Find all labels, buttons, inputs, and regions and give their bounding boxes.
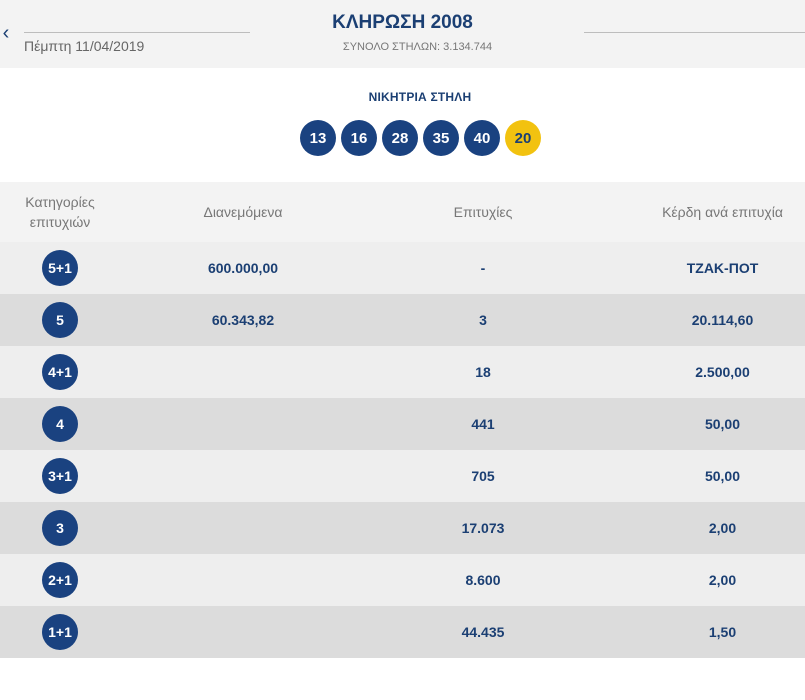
header-divider-right (584, 32, 805, 33)
category-badge: 4 (42, 406, 78, 442)
prize-cell: 50,00 (704, 468, 741, 484)
columns-total: ΣΥΝΟΛΟ ΣΤΗΛΩΝ: 3.134.744 (342, 41, 493, 53)
draw-date: Πέμπτη 11/04/2019 (24, 38, 145, 54)
distributed-cell: 60.343,82 (211, 312, 275, 328)
distributed-cell (163, 450, 323, 502)
header-divider-left (24, 32, 250, 33)
table-row: 4+1 18 2.500,00 (0, 346, 805, 398)
winning-number: 35 (423, 120, 459, 156)
distributed-cell (163, 606, 323, 658)
draw-title: ΚΛΗΡΩΣΗ 2008 (332, 12, 473, 33)
table-row: 5+1 600.000,00 - ΤΖΑΚ-ΠΟΤ (0, 242, 805, 294)
category-badge: 2+1 (42, 562, 78, 598)
prize-cell: 20.114,60 (691, 312, 754, 328)
header-prize: Κέρδη ανά επιτυχία (662, 204, 783, 220)
winning-number: 13 (300, 120, 336, 156)
winning-column-label: ΝΙΚΗΤΡΙΑ ΣΤΗΛΗ (368, 90, 472, 104)
table-row: 2+1 8.600 2,00 (0, 554, 805, 606)
prize-cell: 50,00 (704, 416, 741, 432)
category-badge: 4+1 (42, 354, 78, 390)
winning-number: 40 (464, 120, 500, 156)
category-badge: 5+1 (42, 250, 78, 286)
distributed-cell (163, 398, 323, 450)
header-winners: Επιτυχίες (453, 204, 513, 220)
chevron-left-icon[interactable]: ‹ (2, 22, 10, 44)
prize-cell: 2.500,00 (695, 364, 750, 380)
winners-cell: 8.600 (465, 572, 501, 588)
table-header: Κατηγορίες επιτυχιών Διανεμόμενα Επιτυχί… (0, 182, 805, 242)
table-row: 3 17.073 2,00 (0, 502, 805, 554)
results-table: 5+1 600.000,00 - ΤΖΑΚ-ΠΟΤ 5 60.343,82 3 … (0, 242, 805, 658)
table-row: 3+1 705 50,00 (0, 450, 805, 502)
winners-cell: 18 (475, 364, 491, 380)
distributed-cell: 600.000,00 (207, 260, 279, 276)
prize-cell: 1,50 (708, 624, 737, 640)
category-badge: 5 (42, 302, 78, 338)
draw-header: ‹ Πέμπτη 11/04/2019 ΚΛΗΡΩΣΗ 2008 ΣΥΝΟΛΟ … (0, 0, 805, 68)
distributed-cell (163, 554, 323, 606)
table-row: 4 441 50,00 (0, 398, 805, 450)
winning-number: 16 (341, 120, 377, 156)
winners-cell: 3 (479, 312, 487, 328)
winners-cell: - (480, 260, 486, 276)
winners-cell: 17.073 (461, 520, 505, 536)
prize-cell: 2,00 (708, 572, 737, 588)
category-badge: 3+1 (42, 458, 78, 494)
distributed-cell (163, 346, 323, 398)
winning-number: 28 (382, 120, 418, 156)
winners-cell: 441 (471, 416, 495, 432)
prize-cell: 2,00 (708, 520, 737, 536)
table-row: 1+1 44.435 1,50 (0, 606, 805, 658)
header-category: Κατηγορίες επιτυχιών (25, 194, 95, 230)
joker-number: 20 (505, 120, 541, 156)
winners-cell: 705 (471, 468, 495, 484)
winners-cell: 44.435 (461, 624, 505, 640)
winning-numbers: 13 16 28 35 40 20 (300, 120, 541, 156)
distributed-cell (163, 502, 323, 554)
category-badge: 1+1 (42, 614, 78, 650)
prize-cell: ΤΖΑΚ-ΠΟΤ (686, 260, 759, 276)
header-distributed: Διανεμόμενα (203, 204, 283, 220)
category-badge: 3 (42, 510, 78, 546)
table-row: 5 60.343,82 3 20.114,60 (0, 294, 805, 346)
